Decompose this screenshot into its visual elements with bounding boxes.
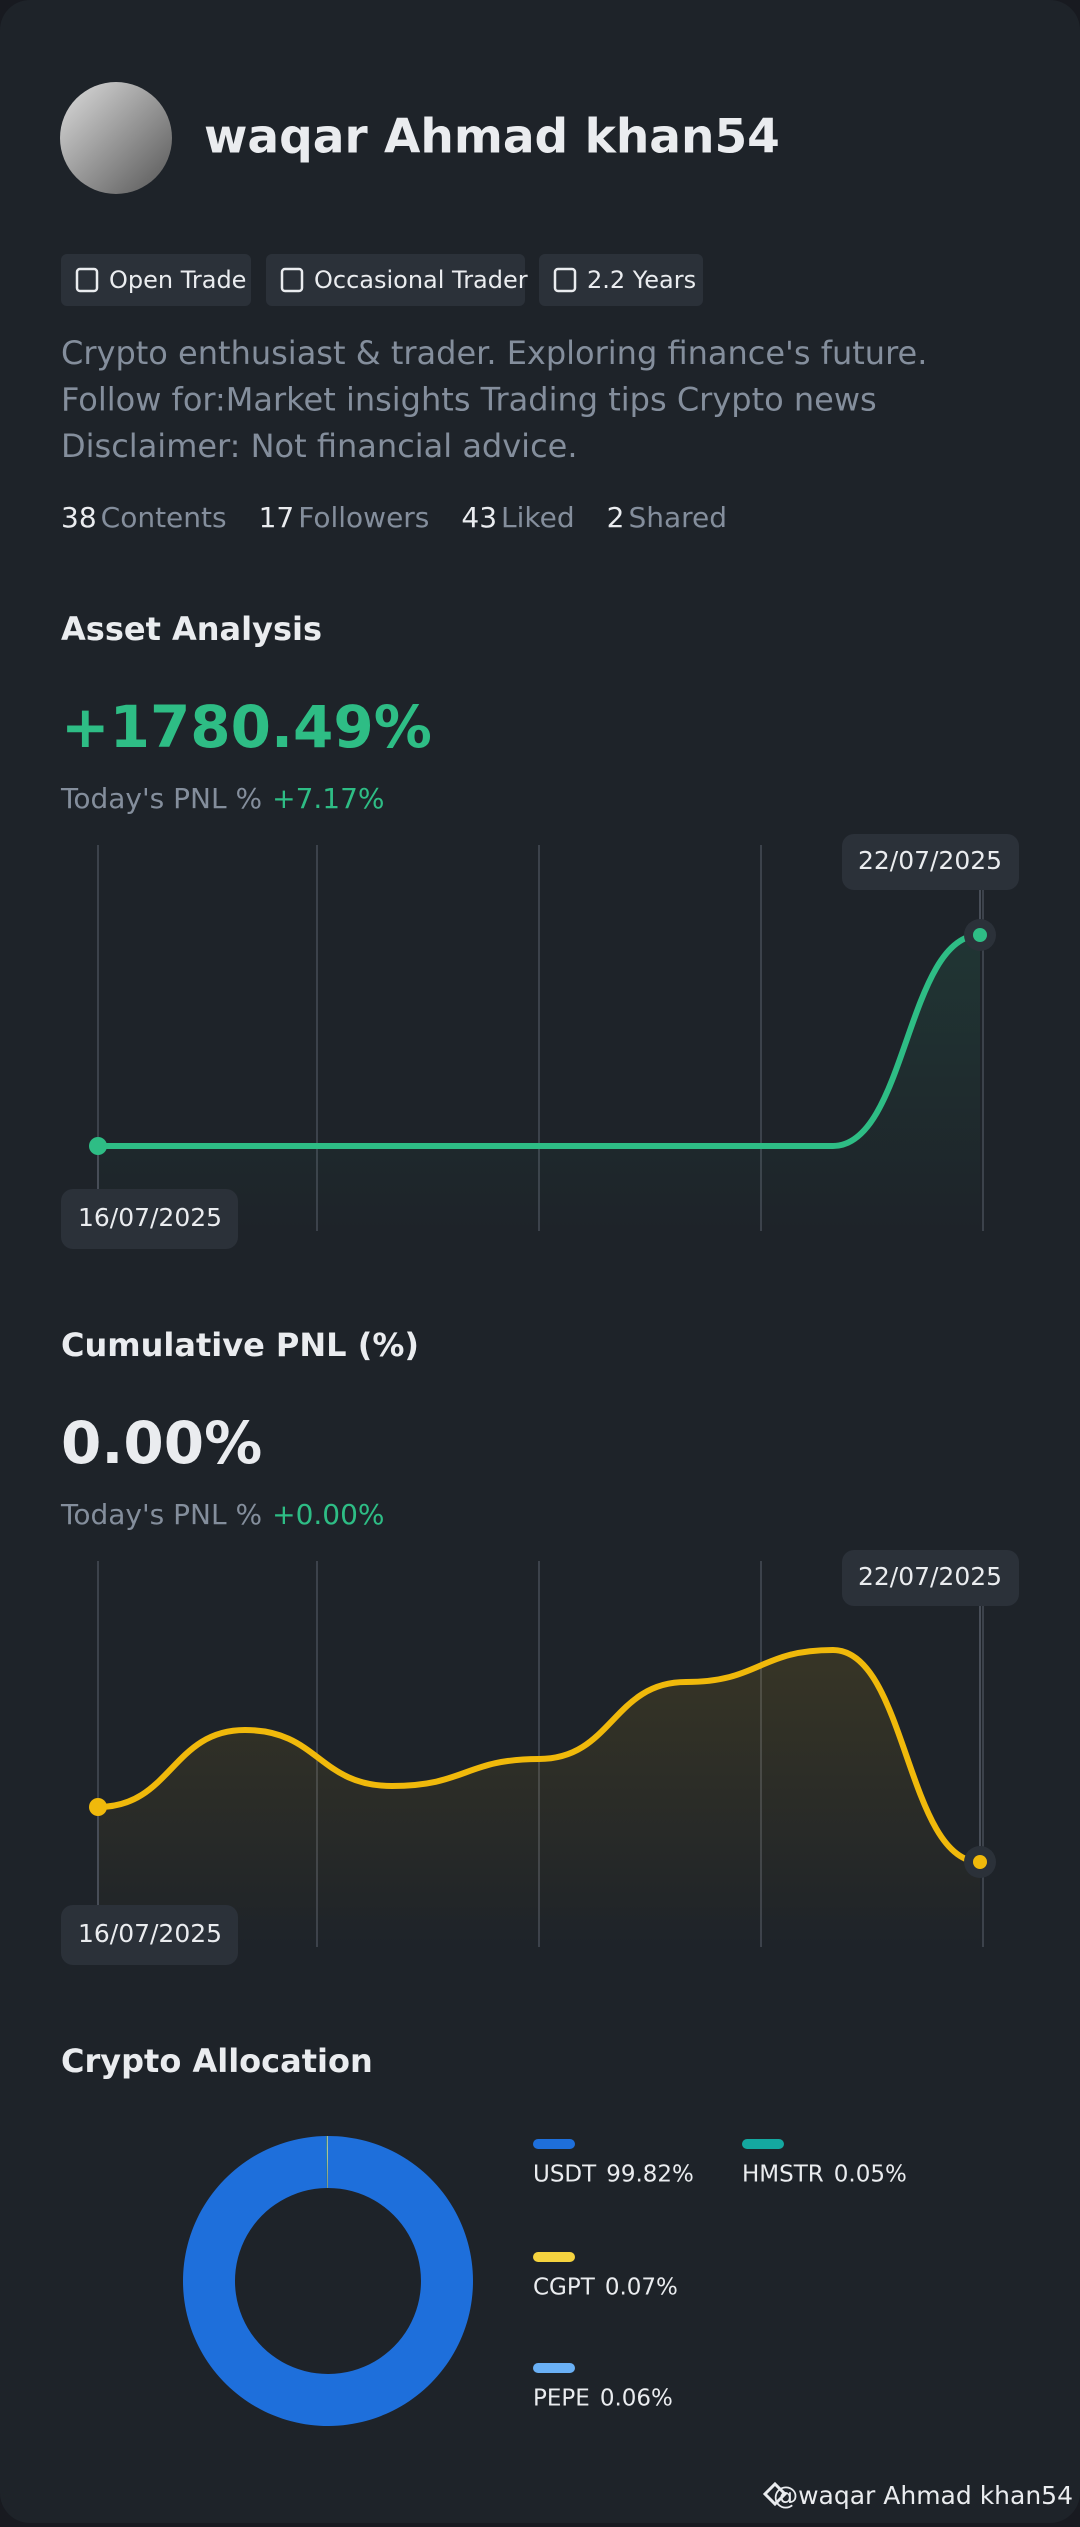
end-point: [973, 1855, 987, 1869]
stat-label: Liked: [501, 501, 575, 534]
pnl-label: Today's PNL %: [60, 1498, 262, 1531]
area: [98, 1650, 980, 1947]
legend-name: HMSTR: [742, 2162, 824, 2188]
legend-swatch: [533, 2139, 575, 2149]
footer: @waqar Ahmad khan54: [773, 2481, 1073, 2510]
legend-value: 0.06%: [600, 2386, 673, 2412]
legend-swatch: [533, 2363, 575, 2373]
tag-label: Open Trade: [109, 266, 246, 294]
donut-slice: [326, 2136, 328, 2189]
legend-name: USDT: [533, 2162, 597, 2188]
legend-swatch: [533, 2252, 575, 2262]
date-label: 22/07/2025: [858, 846, 1002, 875]
section-title: Crypto Allocation: [61, 2042, 373, 2080]
section-title: Asset Analysis: [61, 610, 322, 648]
legend-value: 0.05%: [834, 2162, 907, 2188]
date-label: 16/07/2025: [78, 1203, 222, 1232]
tag-icon: [553, 267, 577, 293]
tag-bg[interactable]: [61, 254, 251, 306]
area: [98, 935, 980, 1231]
legend-value: 99.82%: [606, 2162, 694, 2188]
date-tooltip: [842, 834, 1019, 890]
stat-count: 43: [461, 501, 497, 534]
start-point: [89, 1798, 107, 1816]
tag-icon: [280, 267, 304, 293]
date-tooltip: [842, 1550, 1019, 1606]
tag-bg[interactable]: [539, 254, 703, 306]
date-tooltip: [61, 1905, 238, 1965]
legend-name: CGPT: [533, 2275, 596, 2301]
date-label: 16/07/2025: [78, 1919, 222, 1948]
avatar[interactable]: [60, 82, 172, 194]
user-name: waqar Ahmad khan54: [204, 110, 780, 165]
stat-count: 2: [607, 501, 625, 534]
tag-label: Occasional Trader: [314, 266, 528, 294]
footer-logo: [762, 2481, 788, 2507]
legend-swatch: [742, 2139, 784, 2149]
pnl-value: +7.17%: [272, 782, 384, 815]
pnl-value: +0.00%: [272, 1498, 384, 1531]
pnl-label: Today's PNL %: [60, 782, 262, 815]
end-point: [973, 928, 987, 942]
date-label: 22/07/2025: [858, 1562, 1002, 1591]
tag-icon: [75, 267, 99, 293]
headline: 0.00%: [61, 1409, 262, 1477]
donut-slice: [182, 2136, 473, 2426]
headline: +1780.49%: [61, 693, 432, 761]
donut-slice: [327, 2135, 328, 2189]
bio: Crypto enthusiast & trader. Exploring fi…: [61, 334, 927, 465]
line: [97, 1646, 981, 1865]
start-point: [89, 1137, 107, 1155]
legend-name: PEPE: [533, 2386, 590, 2412]
tag-bg[interactable]: [266, 254, 525, 306]
tag-label: 2.2 Years: [587, 266, 696, 294]
stat-count: 17: [259, 501, 295, 534]
donut-slice: [326, 2136, 328, 2189]
date-tooltip: [61, 1189, 238, 1249]
line: [97, 932, 981, 1150]
legend-value: 0.07%: [605, 2275, 678, 2301]
stat-count: 38: [61, 501, 97, 534]
section-title: Cumulative PNL (%): [61, 1326, 419, 1364]
stat-label: Contents: [101, 501, 227, 534]
stat-label: Followers: [298, 501, 429, 534]
stat-label: Shared: [628, 501, 727, 534]
